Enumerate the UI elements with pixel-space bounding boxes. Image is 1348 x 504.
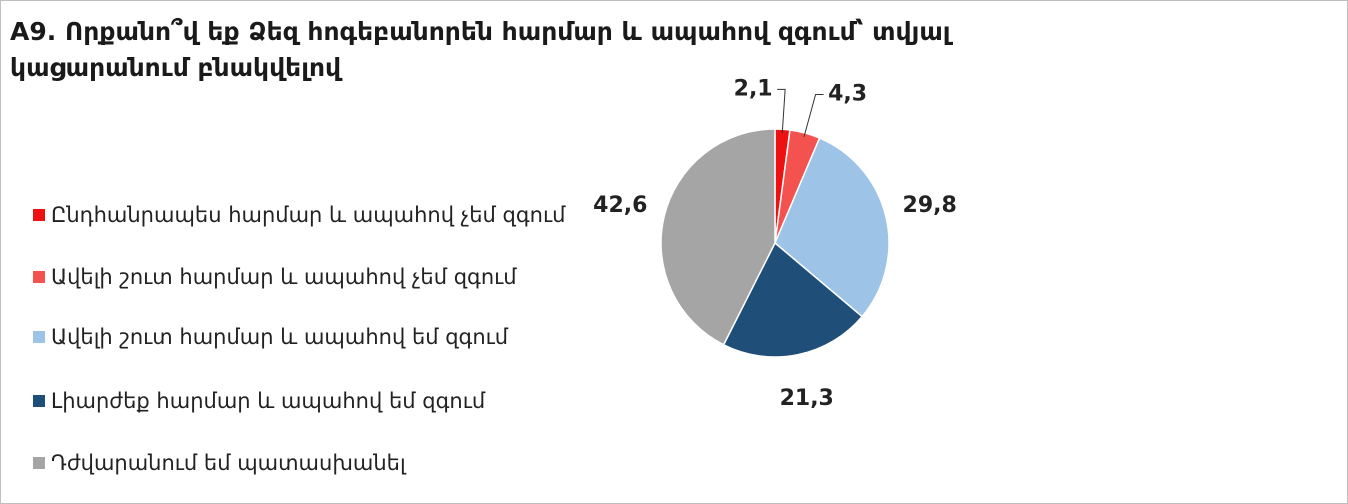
legend-label: Դժվարանում եմ պատասխանել: [51, 451, 406, 475]
legend-item: Ավելի շուտ հարմար և ապահով եմ զգում: [33, 322, 573, 352]
legend-item: Լիարժեք հարմար և ապահով եմ զգում: [33, 386, 573, 416]
legend-swatch: [33, 395, 45, 407]
legend-item: Ավելի շուտ հարմար և ապահով չեմ զգում: [33, 262, 573, 292]
legend-swatch: [33, 209, 45, 221]
data-label: 42,6: [593, 193, 647, 218]
data-label: 21,3: [780, 386, 834, 411]
data-label: 4,3: [828, 81, 867, 106]
pie-slice: [774, 137, 890, 318]
leader-line: [803, 93, 824, 138]
pie-slice: [660, 128, 776, 346]
legend-label: Ընդհանրապես հարմար և ապահով չեմ զգում: [51, 203, 566, 227]
legend-label: Ավելի շուտ հարմար և ապահով եմ զգում: [51, 325, 509, 349]
data-label: 2,1: [734, 76, 773, 101]
leader-line: [777, 88, 786, 134]
legend-swatch: [33, 457, 45, 469]
legend-item: Դժվարանում եմ պատասխանել: [33, 448, 573, 478]
legend-label: Ավելի շուտ հարմար և ապահով չեմ զգում: [51, 265, 517, 289]
legend-swatch: [33, 331, 45, 343]
pie-slice: [722, 241, 864, 358]
legend-swatch: [33, 271, 45, 283]
data-label: 29,8: [903, 193, 957, 218]
legend-item: Ընդհանրապես հարմար և ապահով չեմ զգում: [33, 200, 573, 230]
legend-label: Լիարժեք հարմար և ապահով եմ զգում: [51, 389, 486, 413]
chart-title: A9. Որքանո՞վ եք Ձեզ հոգեբանորեն հարմար և…: [10, 17, 951, 82]
